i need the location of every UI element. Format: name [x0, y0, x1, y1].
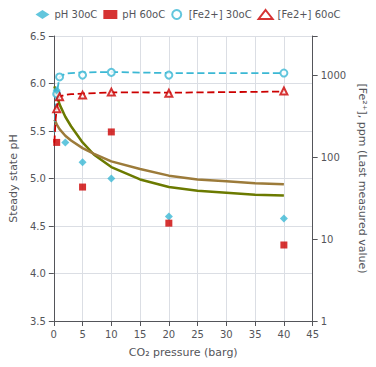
svg-text:[Fe²⁺], ppm (Last measured val: [Fe²⁺], ppm (Last measured value)	[356, 84, 369, 274]
svg-text:40: 40	[278, 329, 291, 340]
svg-text:4.5: 4.5	[30, 221, 46, 232]
svg-text:Steady state pH: Steady state pH	[7, 134, 20, 222]
svg-text:45: 45	[306, 329, 319, 340]
svg-text:10: 10	[321, 234, 334, 245]
svg-text:pH 30oC: pH 30oC	[54, 9, 97, 20]
svg-text:1000: 1000	[321, 70, 346, 81]
svg-text:4.0: 4.0	[30, 268, 46, 279]
svg-text:5.0: 5.0	[30, 173, 46, 184]
svg-text:CO₂ pressure (barg): CO₂ pressure (barg)	[129, 346, 238, 359]
svg-text:5.5: 5.5	[30, 126, 46, 137]
svg-text:6.0: 6.0	[30, 78, 46, 89]
svg-text:1: 1	[321, 316, 327, 327]
svg-text:35: 35	[249, 329, 262, 340]
svg-text:10: 10	[105, 329, 118, 340]
svg-text:20: 20	[162, 329, 175, 340]
svg-text:3.5: 3.5	[30, 316, 46, 327]
svg-text:[Fe2+] 60oC: [Fe2+] 60oC	[278, 9, 341, 20]
svg-text:pH 60oC: pH 60oC	[122, 9, 165, 20]
svg-text:[Fe2+] 30oC: [Fe2+] 30oC	[189, 9, 252, 20]
svg-text:30: 30	[220, 329, 233, 340]
svg-text:6.5: 6.5	[30, 31, 46, 42]
svg-text:5: 5	[79, 329, 85, 340]
svg-text:0: 0	[51, 329, 57, 340]
svg-text:100: 100	[321, 152, 340, 163]
svg-text:15: 15	[134, 329, 147, 340]
svg-text:25: 25	[191, 329, 204, 340]
